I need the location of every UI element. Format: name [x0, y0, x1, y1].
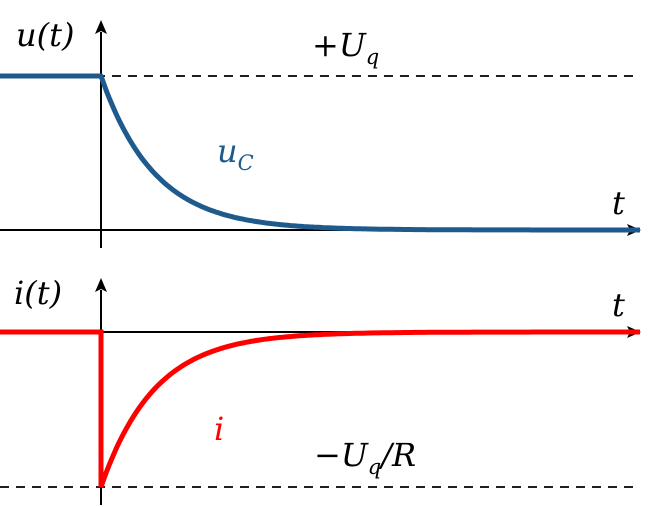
current-reference-symbol: U: [341, 436, 369, 474]
current-reference-label: −Uq/R: [314, 436, 416, 479]
voltage-reference-label: +Uq: [312, 26, 379, 69]
current-y-axis-arrow: [95, 278, 107, 292]
current-axis-label: i(t): [14, 274, 62, 312]
series-line-i: [0, 329, 640, 488]
voltage-plot: u(t) t +Uq uC: [0, 16, 642, 248]
voltage-curve-symbol: u: [217, 132, 238, 170]
voltage-curve-label: uC: [217, 132, 254, 175]
series-line-u_C: [0, 73, 642, 233]
current-time-label: t: [612, 286, 625, 324]
voltage-y-axis-arrow: [95, 20, 107, 34]
current-reference-divisor: /R: [378, 436, 416, 474]
voltage-reference-subscript: q: [366, 45, 379, 69]
voltage-axis-label: u(t): [16, 16, 74, 54]
current-reference-subscript: q: [368, 455, 381, 479]
voltage-reference-sign: +: [312, 26, 339, 64]
voltage-time-label: t: [612, 184, 625, 222]
current-curve-label: i: [214, 410, 224, 448]
current-plot: i(t) t −Uq/R i: [0, 274, 641, 505]
voltage-reference-symbol: U: [339, 26, 367, 64]
voltage-curve-subscript: C: [238, 151, 254, 175]
current-reference-sign: −: [314, 436, 341, 474]
